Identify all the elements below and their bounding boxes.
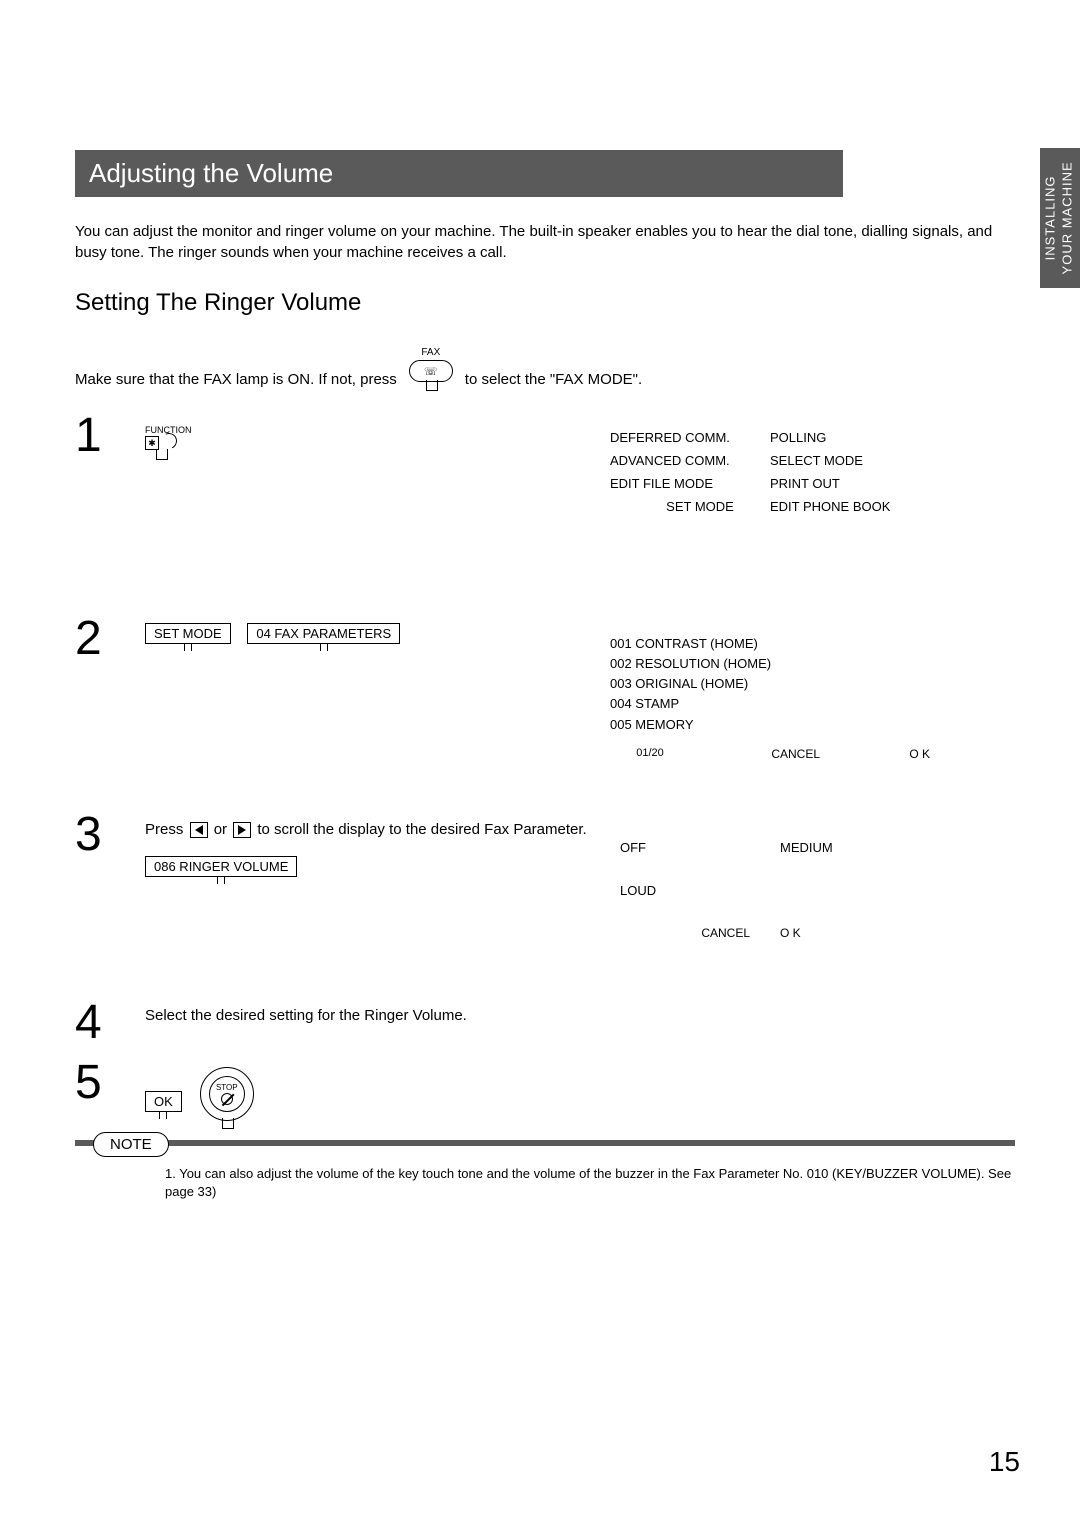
- step-4-body: Select the desired setting for the Ringe…: [145, 997, 1015, 1024]
- volume-option: OFF: [620, 840, 780, 855]
- function-button-icon: FUNCTION ✱: [145, 425, 192, 463]
- press-hand-icon: [214, 876, 228, 888]
- fax-line: Make sure that the FAX lamp is ON. If no…: [75, 341, 1015, 388]
- menu-item: PRINT OUT: [770, 476, 910, 491]
- param-item: 002 RESOLUTION (HOME): [610, 654, 930, 674]
- note-label: NOTE: [93, 1132, 169, 1157]
- cancel-label: CANCEL: [740, 745, 820, 764]
- stop-label: STOP: [216, 1083, 238, 1092]
- display-volume-options: OFFMEDIUM LOUD CANCEL O K: [620, 840, 900, 940]
- step-3-text-2: or: [214, 821, 232, 838]
- press-hand-icon: [219, 1120, 235, 1132]
- step-4: 4 Select the desired setting for the Rin…: [75, 997, 1015, 1047]
- ok-button: OK: [145, 1091, 182, 1112]
- fax-oval-icon: ☏: [409, 360, 453, 382]
- intro-text: You can adjust the monitor and ringer vo…: [75, 221, 1015, 263]
- page-indicator: 01/20: [610, 745, 690, 764]
- step-5-num: 5: [75, 1057, 145, 1107]
- ok-label: O K: [870, 745, 930, 764]
- fax-line-pre: Make sure that the FAX lamp is ON. If no…: [75, 371, 397, 388]
- arrow-left-icon: [190, 822, 208, 838]
- step-1-num: 1: [75, 410, 145, 460]
- cancel-label: CANCEL: [620, 926, 780, 940]
- menu-item: SET MODE: [610, 499, 770, 514]
- side-tab-line2: YOUR MACHINE: [1060, 161, 1075, 274]
- step-5: 5 OK STOP: [75, 1057, 1015, 1121]
- step-3-num: 3: [75, 809, 145, 859]
- volume-option: LOUD: [620, 883, 780, 898]
- stop-symbol-icon: [221, 1093, 233, 1105]
- press-hand-icon: [423, 382, 439, 394]
- volume-option: MEDIUM: [780, 840, 900, 855]
- side-tab-text: INSTALLING YOUR MACHINE: [1043, 161, 1077, 274]
- param-item: 003 ORIGINAL (HOME): [610, 674, 930, 694]
- section-header: Adjusting the Volume: [75, 150, 843, 197]
- fax-button-icon: FAX ☏: [409, 347, 453, 394]
- menu-item: SELECT MODE: [770, 453, 910, 468]
- subheading: Setting The Ringer Volume: [75, 289, 1015, 317]
- stop-button-icon: STOP: [200, 1067, 254, 1121]
- menu-item: POLLING: [770, 430, 910, 445]
- side-tab: INSTALLING YOUR MACHINE: [1040, 148, 1080, 288]
- note-section: NOTE 1. You can also adjust the volume o…: [75, 1146, 1015, 1201]
- function-square-icon: ✱: [145, 436, 159, 450]
- param-item: 005 MEMORY: [610, 715, 930, 735]
- volume-option: [780, 883, 900, 898]
- note-text: 1. You can also adjust the volume of the…: [165, 1165, 1015, 1201]
- display-menu-1: DEFERRED COMM.POLLING ADVANCED COMM.SELE…: [610, 430, 910, 522]
- display-parameter-list: 001 CONTRAST (HOME) 002 RESOLUTION (HOME…: [610, 634, 930, 763]
- menu-item: EDIT PHONE BOOK: [770, 499, 910, 514]
- param-item: 004 STAMP: [610, 694, 930, 714]
- press-hand-icon: [156, 1111, 170, 1123]
- menu-item: ADVANCED COMM.: [610, 453, 770, 468]
- step-2-num: 2: [75, 613, 145, 663]
- fax-icon-label: FAX: [421, 347, 440, 358]
- ringer-volume-button: 086 RINGER VOLUME: [145, 856, 297, 877]
- press-hand-icon: [317, 643, 331, 655]
- step-4-num: 4: [75, 997, 145, 1047]
- fax-line-post: to select the "FAX MODE".: [465, 371, 642, 388]
- step-3-text-3: to scroll the display to the desired Fax…: [257, 821, 586, 838]
- step-4-text: Select the desired setting for the Ringe…: [145, 1007, 467, 1024]
- menu-item: DEFERRED COMM.: [610, 430, 770, 445]
- step-5-body: OK STOP: [145, 1057, 1015, 1121]
- press-hand-icon: [181, 643, 195, 655]
- step-3-text-1: Press: [145, 821, 188, 838]
- fax-parameters-button: 04 FAX PARAMETERS: [247, 623, 400, 644]
- ok-label: O K: [780, 926, 860, 940]
- page-number: 15: [989, 1446, 1020, 1478]
- param-item: 001 CONTRAST (HOME): [610, 634, 930, 654]
- side-tab-line1: INSTALLING: [1043, 176, 1058, 261]
- arrow-right-icon: [233, 822, 251, 838]
- press-hand-icon: [153, 451, 169, 463]
- menu-item: EDIT FILE MODE: [610, 476, 770, 491]
- set-mode-button: SET MODE: [145, 623, 231, 644]
